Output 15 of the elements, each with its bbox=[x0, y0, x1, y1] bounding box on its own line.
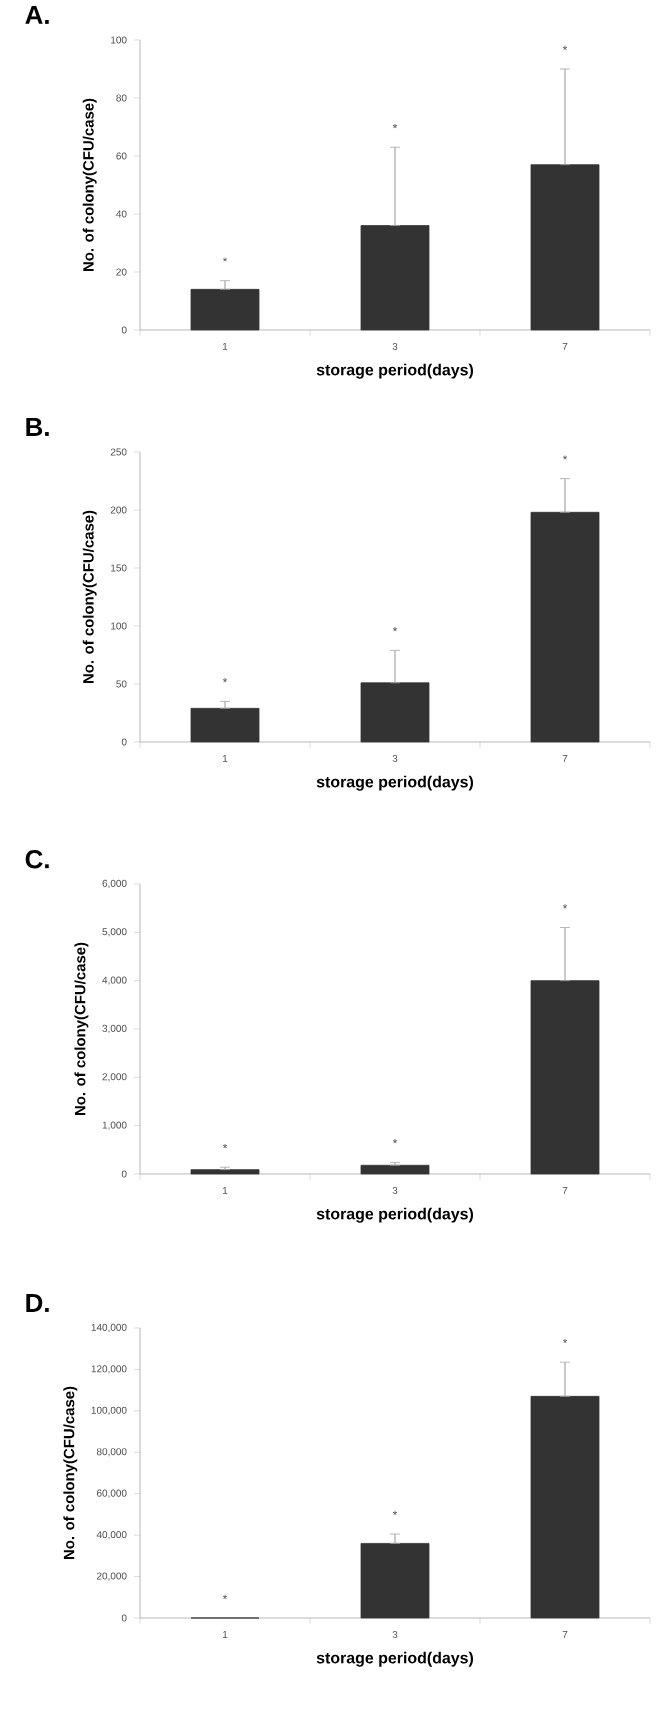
bar bbox=[530, 1395, 600, 1619]
chart-title: D. bbox=[26, 1294, 49, 1312]
chart-title: A. bbox=[25, 6, 49, 24]
bar bbox=[530, 511, 600, 743]
chart-title: B. bbox=[26, 418, 49, 436]
bar bbox=[190, 707, 260, 743]
bar bbox=[530, 164, 600, 331]
bar bbox=[190, 1169, 260, 1175]
bar bbox=[190, 288, 260, 331]
bar bbox=[530, 980, 600, 1175]
chart-title: C. bbox=[25, 850, 49, 869]
bar bbox=[360, 1164, 430, 1175]
bar bbox=[360, 682, 430, 743]
bar bbox=[360, 1543, 430, 1619]
bar bbox=[360, 225, 430, 331]
